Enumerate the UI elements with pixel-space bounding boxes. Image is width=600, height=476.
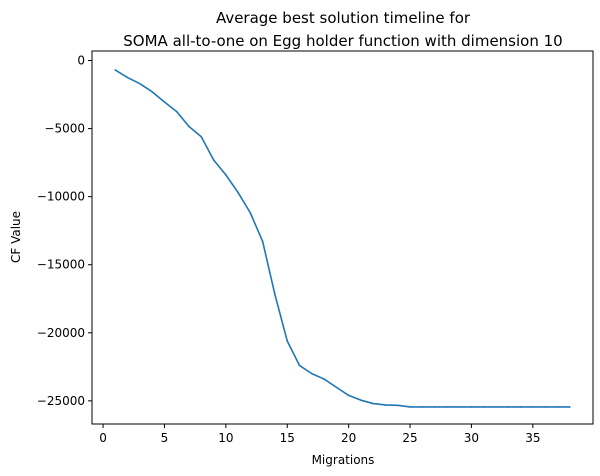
y-tick-label: 0 — [77, 54, 85, 68]
data-point — [495, 406, 497, 408]
data-point — [200, 135, 203, 138]
x-axis: 0 5 10 15 20 25 30 35 — [99, 424, 540, 445]
data-point — [188, 125, 190, 128]
data-point — [532, 406, 534, 408]
data-point — [458, 406, 460, 408]
data-point — [274, 293, 276, 296]
x-tick-label: 35 — [525, 431, 540, 445]
data-point — [212, 159, 215, 161]
x-tick-label: 30 — [464, 431, 479, 445]
data-point — [347, 394, 350, 397]
y-axis: 0 −5000 −10000 −15000 −20000 −25000 — [37, 54, 92, 408]
data-point — [323, 378, 325, 380]
series-layer — [114, 69, 571, 408]
data-point — [163, 101, 166, 103]
data-point — [421, 406, 424, 408]
x-tick-label: 5 — [161, 431, 169, 445]
data-point — [311, 372, 313, 375]
plot-area: 0 5 10 15 20 25 30 35 0 −5000 −10000 −15000 −20000 −… — [37, 50, 594, 445]
chart-title-line-2: SOMA all-to-one on Egg holder function w… — [123, 32, 562, 50]
data-point — [249, 212, 252, 214]
data-point — [151, 91, 153, 93]
plot-frame — [91, 50, 594, 425]
y-tick-label: −25000 — [37, 394, 85, 408]
data-point — [470, 406, 473, 408]
data-point — [360, 399, 362, 401]
x-tick-label: 25 — [402, 431, 417, 445]
data-point — [237, 191, 239, 194]
x-tick-label: 0 — [99, 431, 107, 445]
x-tick-label: 10 — [218, 431, 233, 445]
data-point — [114, 69, 117, 71]
y-tick-label: −10000 — [37, 190, 85, 204]
data-point — [139, 82, 141, 85]
data-point — [519, 406, 522, 408]
data-point — [384, 404, 387, 406]
data-point — [568, 406, 571, 408]
y-tick-label: −5000 — [44, 122, 85, 136]
data-point — [409, 406, 411, 408]
y-tick-label: −15000 — [37, 258, 85, 272]
data-point — [507, 406, 510, 408]
data-point — [335, 386, 338, 389]
data-point — [225, 174, 227, 176]
data-point — [286, 340, 289, 342]
data-point — [433, 406, 436, 408]
x-axis-label: Migrations — [312, 453, 375, 467]
data-point — [298, 364, 301, 367]
data-point — [482, 406, 485, 408]
data-point — [446, 406, 448, 408]
y-tick-label: −20000 — [37, 326, 85, 340]
chart-title-line-1: Average best solution timeline for — [216, 9, 471, 27]
data-point — [126, 76, 129, 79]
data-point — [372, 402, 375, 405]
x-tick-label: 20 — [341, 431, 356, 445]
series-line — [114, 69, 571, 408]
data-point — [544, 406, 546, 408]
data-point — [396, 404, 399, 407]
data-point — [556, 406, 559, 408]
data-point — [175, 110, 178, 113]
data-point — [261, 240, 264, 243]
y-axis-label: CF Value — [9, 211, 23, 263]
x-tick-label: 15 — [280, 431, 295, 445]
